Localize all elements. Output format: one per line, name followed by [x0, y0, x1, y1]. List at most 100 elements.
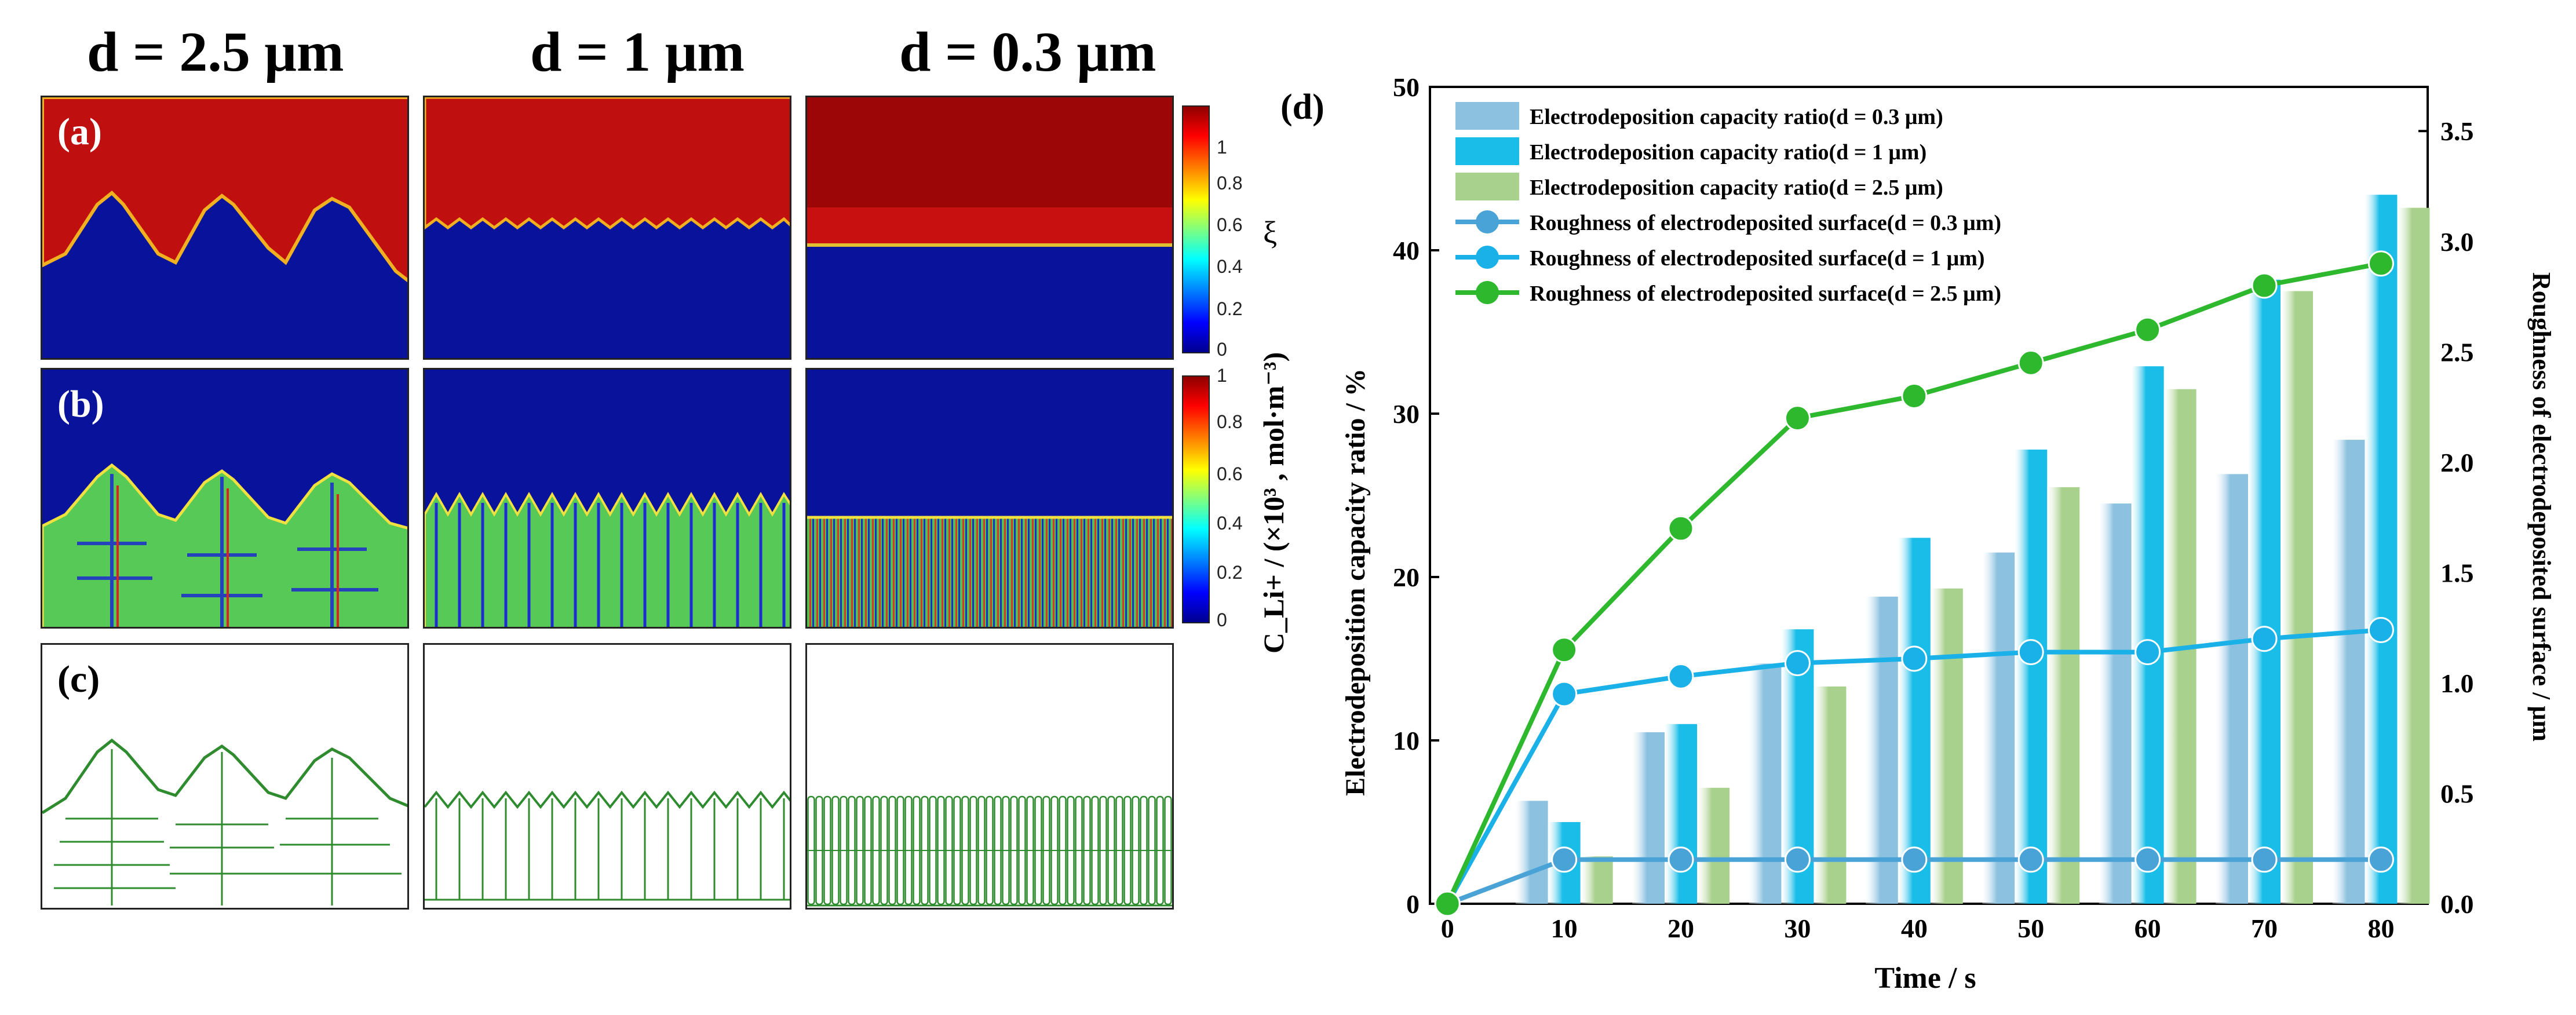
legend-label: Electrodeposition capacity ratio(d = 1 μ… [1530, 140, 1926, 165]
data-point [1668, 515, 1694, 542]
x-tick-label: 20 [1668, 914, 1694, 943]
data-point [2251, 626, 2278, 652]
panel-c-1um [423, 643, 791, 910]
colorbar-xi-label: ξ [1263, 215, 1278, 250]
data-point [1784, 650, 1811, 677]
bar [2131, 366, 2164, 904]
data-point [2367, 846, 2394, 873]
x-tick-label: 0 [1441, 914, 1454, 943]
concentration-field-2.5um [42, 370, 407, 627]
y2-tick-label: 3.0 [2440, 227, 2474, 257]
y-tick-label: 20 [1393, 563, 1420, 592]
data-point [1551, 637, 1578, 663]
panel-b-2.5um: (b) [41, 368, 409, 629]
y2-tick-label: 0.0 [2440, 889, 2474, 919]
bar [2248, 279, 2281, 904]
panel-label-b: (b) [57, 383, 104, 425]
data-point [1434, 890, 1461, 917]
cbar-xi-tick: 0.4 [1217, 256, 1243, 277]
bar [2099, 503, 2132, 904]
bar [1749, 663, 1782, 904]
column-title-1um: d = 1 μm [530, 21, 745, 83]
data-point [1784, 405, 1811, 432]
bar [2365, 195, 2398, 904]
data-point [2367, 616, 2394, 643]
data-point [1551, 846, 1578, 873]
data-point [2017, 349, 2044, 376]
data-point [2134, 316, 2161, 343]
plot-area: 0 10 20 30 40 50 60 70 80 0 10 20 30 40 50 0.0 0.5 1.0 1.5… [1393, 72, 2474, 943]
bar [1580, 856, 1613, 904]
legend-label: Electrodeposition capacity ratio(d = 0.3… [1530, 105, 1943, 129]
bar [1814, 686, 1847, 904]
data-point [1901, 846, 1928, 873]
cbar-conc-tick: 0.4 [1217, 513, 1243, 534]
cbar-conc-tick: 0 [1217, 609, 1227, 630]
x-tick-label: 40 [1901, 914, 1928, 943]
y-tick-label: 0 [1406, 889, 1420, 919]
bar [1865, 596, 1898, 904]
x-tick-label: 70 [2251, 914, 2278, 943]
bar [1982, 552, 2015, 904]
concentration-field-1um [425, 370, 790, 627]
panel-label-c: (c) [57, 658, 100, 700]
panel-label-d: (d) [1280, 87, 1325, 127]
legend-swatch [1455, 102, 1519, 130]
column-title-2.5um: d = 2.5 μm [87, 21, 344, 83]
panel-a-2.5um: (a) [41, 96, 409, 360]
bar [1697, 787, 1730, 904]
colorbar-xi [1182, 105, 1210, 353]
panel-b-0.3um [805, 368, 1174, 629]
data-point [2134, 639, 2161, 666]
bar [1515, 801, 1548, 904]
y2-tick-label: 3.5 [2440, 116, 2474, 146]
phase-field-2.5um [42, 97, 407, 358]
data-point [1901, 383, 1928, 410]
y-axis-label: Electrodeposition capacity ratio / % [1340, 368, 1371, 796]
cbar-conc-tick: 0.6 [1217, 463, 1243, 484]
y-tick-label: 40 [1393, 236, 1420, 265]
y2-tick-label: 2.5 [2440, 337, 2474, 367]
data-point [2017, 846, 2044, 873]
y-tick-label: 10 [1393, 726, 1420, 755]
bar [1930, 588, 1963, 904]
cbar-xi-tick: 0.2 [1217, 298, 1243, 319]
y2-tick-label: 1.5 [2440, 558, 2474, 587]
x-tick-label: 60 [2134, 914, 2161, 943]
legend-marker [1476, 281, 1499, 304]
data-point [1784, 846, 1811, 873]
bar [1632, 732, 1665, 904]
data-point [1668, 846, 1694, 873]
cbar-xi-tick: 0.6 [1217, 214, 1243, 235]
x-tick-label: 80 [2367, 914, 2394, 943]
y-tick-label: 50 [1393, 72, 1420, 102]
bar [2216, 474, 2249, 904]
y2-tick-label: 0.5 [2440, 779, 2474, 808]
legend-marker [1476, 210, 1499, 233]
legend-label: Roughness of electrodeposited surface(d … [1530, 282, 2001, 306]
data-point [2251, 272, 2278, 299]
cbar-conc-tick: 0.8 [1217, 411, 1243, 432]
panel-a-0.3um [805, 96, 1174, 360]
legend-label: Roughness of electrodeposited surface(d … [1530, 246, 1985, 271]
bar [1898, 538, 1931, 904]
cbar-conc-tick: 1 [1217, 365, 1227, 386]
data-point [2251, 846, 2278, 873]
panel-label-a: (a) [57, 111, 102, 153]
concentration-field-0.3um [807, 370, 1172, 627]
bar [2397, 207, 2430, 904]
x-axis-label: Time / s [1874, 962, 1976, 995]
bar [1665, 724, 1698, 904]
legend-label: Roughness of electrodeposited surface(d … [1530, 211, 2001, 235]
x-tick-label: 10 [1551, 914, 1578, 943]
column-title-0.3um: d = 0.3 μm [899, 21, 1156, 83]
bar [2047, 487, 2080, 904]
y2-tick-label: 1.0 [2440, 669, 2474, 698]
legend-marker [1476, 246, 1499, 269]
y2-axis-label: Roughness of electrodeposited surface / … [2527, 272, 2556, 742]
bar [2332, 440, 2365, 904]
data-point [1551, 681, 1578, 707]
phase-field-0.3um [807, 97, 1172, 358]
morphology-1um [425, 645, 790, 908]
